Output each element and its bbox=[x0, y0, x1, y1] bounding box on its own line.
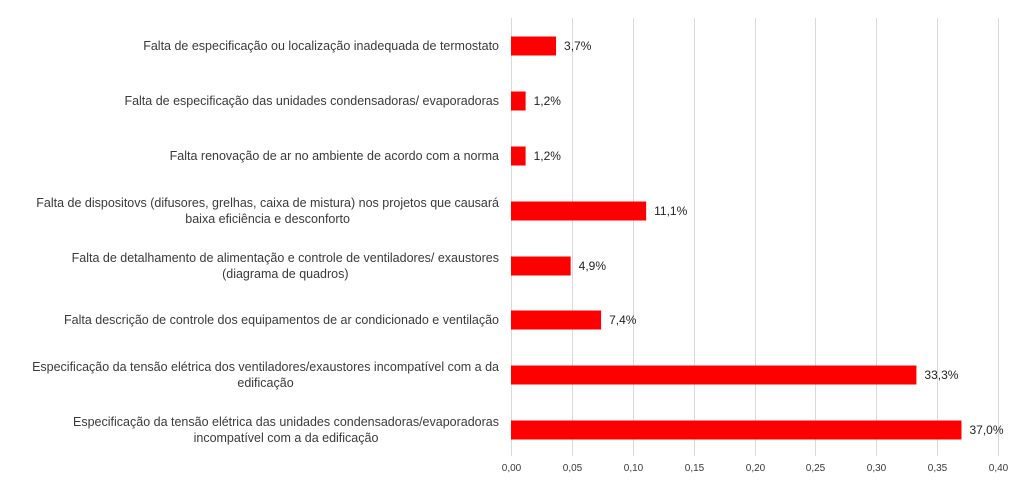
category-label: Falta renovação de ar no ambiente de aco… bbox=[170, 149, 499, 163]
category-label: Falta de dispositovs (difusores, grelhas… bbox=[36, 196, 499, 210]
category-label: Especificação da tensão elétrica dos ven… bbox=[32, 360, 499, 374]
bar bbox=[511, 91, 526, 111]
category-label: Especificação da tensão elétrica das uni… bbox=[73, 415, 499, 429]
bar bbox=[511, 146, 526, 166]
data-label: 7,4% bbox=[609, 313, 637, 327]
data-label: 4,9% bbox=[579, 259, 607, 273]
x-tick-label: 0,10 bbox=[624, 463, 644, 474]
x-tick-label: 0,35 bbox=[928, 463, 948, 474]
data-label: 1,2% bbox=[534, 94, 562, 108]
data-label: 11,1% bbox=[654, 204, 687, 218]
x-tick-label: 0,40 bbox=[989, 463, 1009, 474]
data-label: 37,0% bbox=[969, 423, 1003, 437]
bar bbox=[511, 201, 647, 221]
x-tick-label: 0,15 bbox=[685, 463, 705, 474]
category-label: incompatível com a da edificação bbox=[194, 431, 379, 445]
bar bbox=[511, 256, 571, 276]
category-label: Falta descrição de controle dos equipame… bbox=[64, 313, 499, 327]
category-label: Falta de detalhamento de alimentação e c… bbox=[72, 251, 499, 265]
category-label: edificação bbox=[237, 376, 293, 390]
x-axis-tick-labels: 0,00 0,05 0,10 0,15 0,20 0,25 0,30 0,35 0,40 bbox=[502, 463, 1009, 474]
data-label: 33,3% bbox=[924, 368, 958, 382]
x-tick-label: 0,30 bbox=[867, 463, 887, 474]
category-label: baixa eficiência e desconforto bbox=[185, 212, 350, 226]
x-tick-label: 0,20 bbox=[746, 463, 766, 474]
bar bbox=[511, 310, 602, 330]
category-label: Falta de especificação ou localização in… bbox=[143, 39, 499, 53]
x-tick-label: 0,05 bbox=[563, 463, 583, 474]
bar bbox=[511, 36, 557, 56]
category-label: Falta de especificação das unidades cond… bbox=[124, 94, 499, 108]
x-tick-label: 0,00 bbox=[502, 463, 522, 474]
category-labels: Falta de especificação ou localização in… bbox=[32, 39, 499, 445]
category-label: (diagrama de quadros) bbox=[222, 267, 348, 281]
data-labels: 3,7% 1,2% 1,2% 11,1% 4,9% 7,4% 33,3% 37,0% bbox=[534, 39, 1004, 437]
data-label: 3,7% bbox=[564, 39, 592, 53]
bar bbox=[511, 420, 962, 440]
x-tick-label: 0,25 bbox=[806, 463, 826, 474]
data-label: 1,2% bbox=[534, 149, 562, 163]
bar bbox=[511, 365, 917, 385]
bars bbox=[511, 36, 962, 440]
grid-lines bbox=[511, 18, 999, 456]
